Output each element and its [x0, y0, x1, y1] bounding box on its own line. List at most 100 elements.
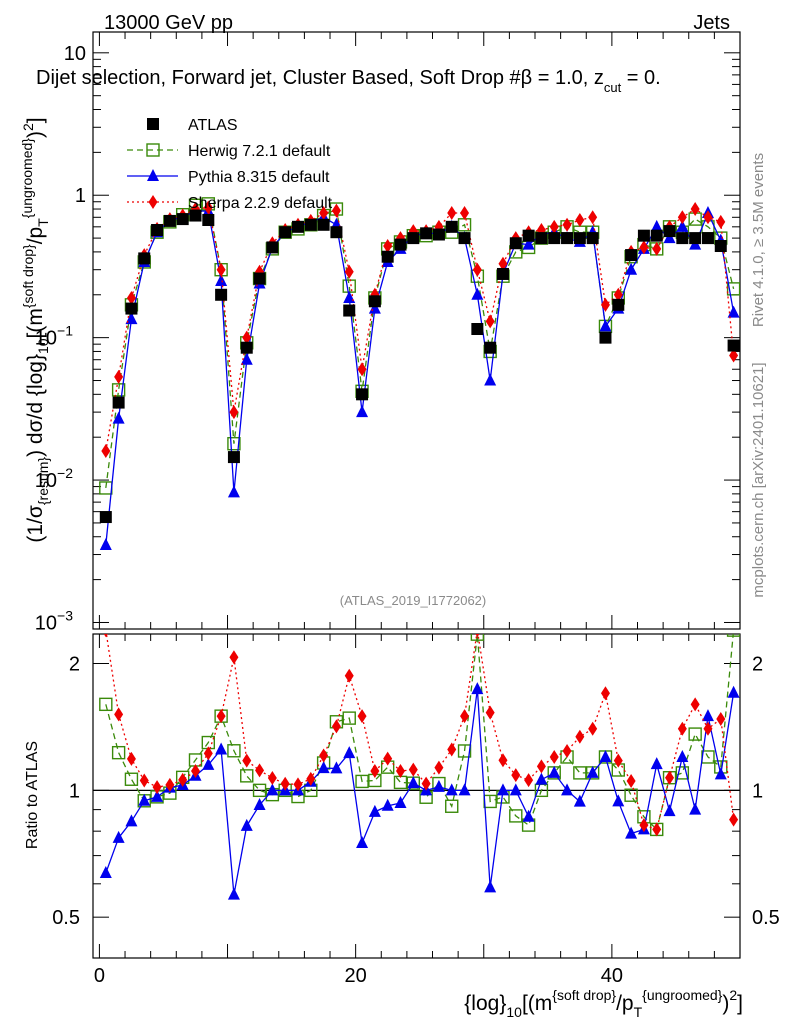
ratio-point-sherpa [613, 753, 623, 768]
data-point-sherpa [242, 330, 252, 345]
ratio-point-sherpa [729, 812, 739, 827]
data-point-sherpa [716, 214, 726, 229]
data-point-sherpa [549, 219, 559, 234]
y-tick-label: 1 [75, 185, 86, 207]
data-point-atlas [496, 267, 509, 280]
ratio-point-pythia [522, 809, 535, 822]
ratio-point-pythia [689, 802, 702, 815]
data-point-sherpa [562, 217, 572, 232]
ratio-point-sherpa [395, 764, 405, 779]
ratio-point-sherpa [178, 772, 188, 787]
data-point-atlas [535, 232, 548, 245]
legend-marker-pythia [147, 169, 159, 181]
data-point-atlas [138, 252, 151, 265]
y-label-sub: {resum} [35, 457, 51, 506]
data-point-atlas [279, 226, 292, 239]
y-label-part: [(m [24, 308, 47, 338]
header-energy-label: 13000 GeV pp [104, 12, 233, 34]
ratio-point-pythia [586, 765, 599, 778]
ratio-point-pythia [317, 761, 330, 774]
ratio-point-pythia [215, 742, 228, 755]
ratio-point-sherpa [460, 709, 470, 724]
data-point-sherpa [114, 369, 124, 384]
ratio-point-pythia [381, 798, 394, 811]
y-tick-label-exp: −1 [57, 323, 73, 339]
data-point-atlas [420, 227, 433, 240]
ratio-point-pythia [714, 767, 727, 780]
data-point-atlas [458, 232, 471, 245]
x-label-part: ) [722, 992, 729, 1015]
data-point-sherpa [331, 203, 341, 218]
y-axis-label: (1/σ{resum}) dσ/d {log}10[(m{soft drop}/… [19, 117, 51, 542]
ratio-point-pythia [484, 880, 497, 893]
ratio-point-sherpa [267, 770, 277, 785]
y-label-part: (1/σ [24, 505, 47, 543]
ratio-point-sherpa [600, 686, 610, 701]
ratio-tick-label-right: 1 [752, 780, 763, 802]
legend-label-herwig: Herwig 7.2.1 default [188, 143, 331, 160]
y-label-sup: 2 [20, 123, 36, 131]
ratio-point-sherpa [229, 650, 239, 665]
data-point-atlas [227, 451, 240, 464]
y-label-sub: 10 [35, 338, 51, 354]
data-point-atlas [317, 218, 330, 231]
data-point-atlas [125, 302, 138, 315]
ratio-point-sherpa [344, 668, 354, 683]
ratio-point-sherpa [665, 770, 675, 785]
ratio-tick-label-left: 0.5 [52, 907, 80, 929]
ratio-point-sherpa [716, 711, 726, 726]
ratio-point-sherpa [280, 776, 290, 791]
series-line-herwig [105, 203, 735, 489]
ratio-point-sherpa [485, 705, 495, 720]
data-point-sherpa [319, 206, 329, 221]
ratio-point-sherpa [357, 709, 367, 724]
ratio-point-sherpa [103, 634, 108, 638]
ratio-point-herwig [445, 799, 459, 813]
data-point-atlas [612, 298, 625, 311]
data-point-atlas [176, 213, 189, 226]
y-tick-label-base: 1 [75, 185, 86, 207]
ratio-tick-label-right: 2 [752, 654, 763, 676]
data-point-sherpa [472, 262, 482, 277]
y-label-sup: {ungroomed} [19, 138, 35, 219]
y-tick-label-base: 10 [64, 43, 86, 65]
ratio-point-pythia [445, 783, 458, 796]
ratio-point-sherpa [652, 822, 662, 837]
data-point-pythia [522, 237, 535, 250]
data-point-sherpa [729, 348, 739, 363]
legend: ATLAS Herwig 7.2.1 default Pythia 8.315 de… [127, 117, 333, 212]
x-label-part: /p [616, 992, 634, 1015]
ratio-point-pythia [125, 814, 138, 827]
ratio-point-herwig [355, 774, 369, 789]
ratio-point-sherpa [306, 771, 316, 786]
ratio-point-sherpa [293, 777, 303, 792]
data-point-sherpa [203, 200, 213, 215]
data-point-sherpa [498, 256, 508, 271]
data-point-atlas [330, 226, 343, 239]
y-label-part: ] [24, 117, 47, 123]
ratio-point-herwig [99, 697, 113, 712]
ratio-point-herwig [470, 634, 485, 641]
ratio-point-sherpa [498, 753, 508, 768]
ratio-point-sherpa [383, 751, 393, 766]
data-point-atlas [625, 249, 638, 262]
ratio-point-pythia [99, 866, 112, 879]
data-point-atlas [215, 288, 228, 301]
x-label-sub: T [634, 1004, 643, 1020]
main-plot-frame [92, 31, 741, 630]
data-point-atlas [407, 232, 420, 245]
data-point-sherpa [357, 362, 367, 377]
data-point-pythia [484, 373, 497, 386]
data-point-atlas [291, 220, 304, 233]
data-point-sherpa [588, 210, 598, 225]
ratio-point-sherpa [370, 764, 380, 779]
header-process-label: Jets [693, 12, 730, 34]
ratio-point-pythia [509, 783, 522, 796]
ratio-point-pythia [227, 887, 240, 900]
ratio-point-sherpa [126, 751, 136, 766]
rivet-version-label: Rivet 4.1.0, ≥ 3.5M events [750, 153, 767, 327]
ratio-point-sherpa [408, 762, 418, 777]
ratio-point-herwig [624, 788, 638, 802]
ratio-tick-label-left: 1 [69, 780, 80, 802]
x-label-part: [(m [522, 992, 552, 1015]
